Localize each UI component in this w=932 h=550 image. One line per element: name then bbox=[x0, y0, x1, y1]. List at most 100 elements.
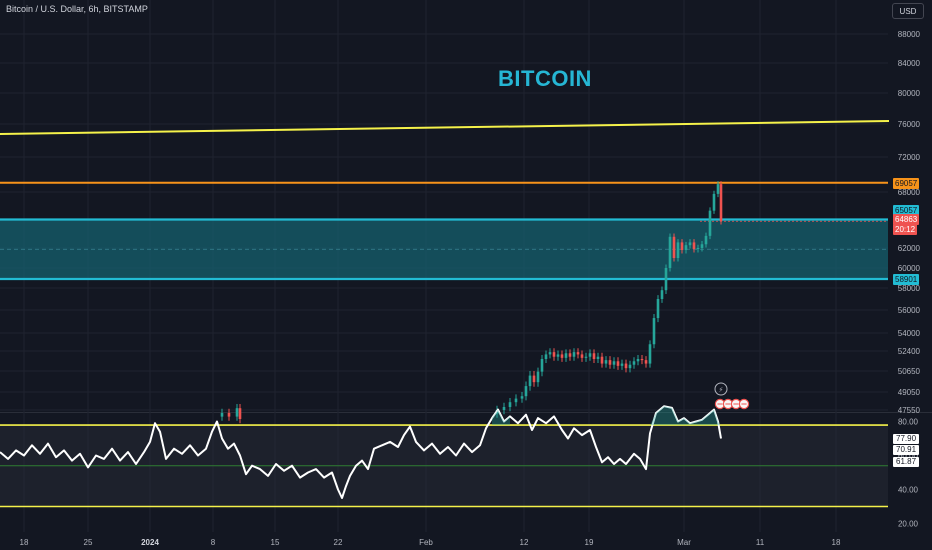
price-axis-label: 58000 bbox=[898, 284, 921, 293]
candle-body bbox=[640, 359, 644, 361]
candle-body bbox=[532, 375, 536, 383]
price-axis-label: 49050 bbox=[898, 388, 921, 397]
resistance-price-label: 69057 bbox=[893, 178, 920, 189]
candle-body bbox=[592, 353, 596, 359]
candle-body bbox=[644, 360, 648, 364]
time-axis-label: 12 bbox=[520, 538, 529, 547]
candle-body bbox=[544, 354, 548, 359]
candle-body bbox=[572, 352, 576, 357]
symbol-title[interactable]: Bitcoin / U.S. Dollar, 6h, BITSTAMP bbox=[6, 4, 148, 14]
candle-body bbox=[716, 184, 720, 194]
currency-button[interactable]: USD bbox=[892, 3, 924, 19]
candle-body bbox=[628, 364, 632, 369]
zone-bottom-price-label: 58901 bbox=[893, 274, 920, 285]
candle-body bbox=[514, 398, 518, 403]
candle-body bbox=[552, 352, 556, 357]
osc-overbought-fill bbox=[650, 406, 720, 426]
candle-body bbox=[588, 353, 592, 357]
candle-body bbox=[564, 353, 568, 358]
candle-body bbox=[502, 407, 506, 410]
osc-value-label-1: 70.91 bbox=[893, 445, 920, 455]
candle-body bbox=[668, 236, 672, 268]
candle-body bbox=[608, 360, 612, 365]
candle-body bbox=[656, 299, 660, 319]
candle-body bbox=[576, 352, 580, 355]
candle-body bbox=[508, 402, 512, 407]
time-axis-label: 18 bbox=[832, 538, 841, 547]
candle-body bbox=[604, 360, 608, 364]
time-axis-label: 2024 bbox=[141, 538, 159, 547]
trend-line[interactable] bbox=[0, 120, 890, 135]
candle-body bbox=[636, 359, 640, 362]
price-axis-label: 60000 bbox=[898, 264, 921, 273]
candle-body bbox=[612, 361, 616, 365]
price-axis-label: 84000 bbox=[898, 59, 921, 68]
osc-axis-label: 20.00 bbox=[898, 520, 919, 529]
oscillator-line[interactable] bbox=[0, 405, 722, 499]
price-axis-label: 54000 bbox=[898, 329, 921, 338]
candle-body bbox=[719, 184, 723, 222]
price-axis-label: 56000 bbox=[898, 306, 921, 315]
candle-body bbox=[528, 375, 532, 387]
price-axis-label: 88000 bbox=[898, 30, 921, 39]
candle-body bbox=[536, 371, 540, 383]
osc-value-label-2: 61.87 bbox=[893, 457, 920, 467]
candle-body bbox=[556, 354, 560, 357]
chart-heading: BITCOIN bbox=[498, 66, 592, 91]
price-axis-label: 47550 bbox=[898, 406, 921, 415]
candle-body bbox=[632, 361, 636, 365]
candle-body bbox=[704, 235, 708, 245]
candle-body bbox=[708, 210, 712, 236]
price-axis-label: 76000 bbox=[898, 120, 921, 129]
lightning-event-icon[interactable] bbox=[714, 382, 728, 396]
candle-body bbox=[648, 344, 652, 364]
time-axis-label: Mar bbox=[677, 538, 691, 547]
bar-countdown-label: 20:12 bbox=[893, 224, 918, 235]
price-axis-label: 72000 bbox=[898, 153, 921, 162]
time-axis-label: 11 bbox=[756, 538, 765, 547]
candle-body bbox=[672, 236, 676, 258]
candle-body bbox=[680, 242, 684, 250]
candle-body bbox=[652, 318, 656, 345]
time-axis-label: 18 bbox=[20, 538, 29, 547]
candle-body bbox=[584, 356, 588, 358]
time-axis-label: 15 bbox=[271, 538, 280, 547]
candle-body bbox=[700, 244, 704, 248]
candle-body bbox=[524, 386, 528, 397]
candle-body bbox=[580, 354, 584, 358]
price-axis-label: 50650 bbox=[898, 367, 921, 376]
candle-body bbox=[238, 408, 242, 419]
candle-body bbox=[520, 396, 524, 399]
candle-body bbox=[624, 363, 628, 369]
candle-body bbox=[676, 242, 680, 258]
candle-body bbox=[227, 413, 231, 417]
candle-body bbox=[235, 408, 239, 417]
candle-body bbox=[548, 352, 552, 355]
candle-body bbox=[220, 413, 224, 417]
time-axis-label: Feb bbox=[419, 538, 433, 547]
osc-axis-label: 60.00 bbox=[898, 452, 919, 461]
price-axis-label: 80000 bbox=[898, 89, 921, 98]
candle-body bbox=[560, 354, 564, 358]
candle-body bbox=[568, 353, 572, 357]
osc-axis-label: 40.00 bbox=[898, 486, 919, 495]
time-axis-label: 19 bbox=[585, 538, 594, 547]
osc-axis-label: 80.00 bbox=[898, 418, 919, 427]
price-axis-label: 52400 bbox=[898, 347, 921, 356]
last-price-label: 64863 bbox=[893, 214, 920, 225]
candle-body bbox=[692, 242, 696, 249]
candle-body bbox=[660, 290, 664, 299]
osc-upper-band-label: 77.90 bbox=[893, 434, 920, 444]
time-axis-label: 8 bbox=[211, 538, 216, 547]
candle-body bbox=[540, 359, 544, 372]
osc-overbought-fill bbox=[492, 409, 510, 426]
price-axis-label: 62000 bbox=[898, 244, 921, 253]
time-axis-label: 22 bbox=[334, 538, 343, 547]
candle-body bbox=[664, 268, 668, 291]
candle-body bbox=[688, 242, 692, 246]
lightning-glyph: ⚡ bbox=[719, 386, 724, 394]
candle-body bbox=[712, 193, 716, 211]
candle-body bbox=[696, 248, 700, 249]
